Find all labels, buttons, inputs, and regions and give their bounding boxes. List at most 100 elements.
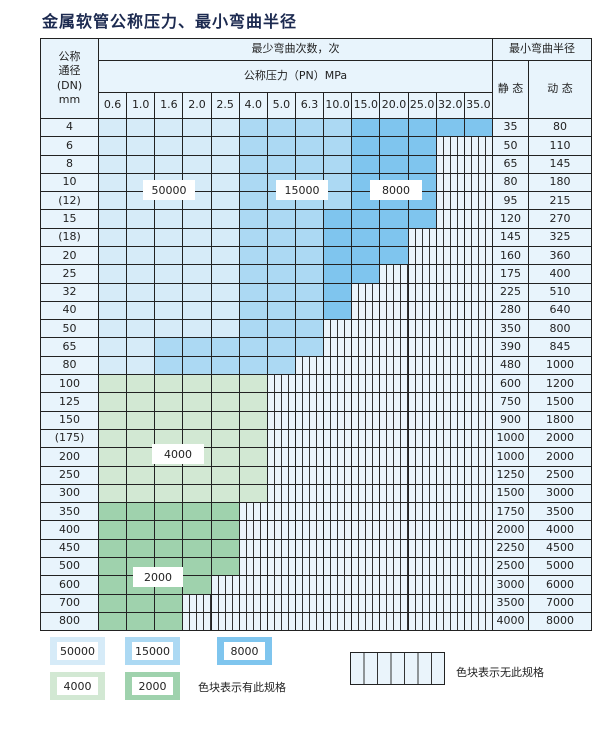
- dynamic-radius-cell: 5000: [528, 556, 592, 577]
- spec-cell-15000: [266, 227, 296, 248]
- spec-cell-50000: [182, 118, 212, 138]
- no-spec-cell: [463, 246, 493, 266]
- no-spec-cell: [435, 355, 465, 376]
- no-spec-cell: [351, 575, 381, 595]
- static-radius-cell: 1750: [492, 502, 529, 522]
- no-spec-cell: [294, 611, 325, 632]
- dn-cell: 450: [40, 538, 99, 558]
- spec-cell-8000: [379, 227, 409, 248]
- no-spec-cell: [351, 593, 381, 613]
- spec-cell-15000: [294, 136, 325, 156]
- static-radius-cell: 600: [492, 374, 529, 394]
- static-radius-cell: 50: [492, 136, 529, 156]
- spec-cell-8000: [379, 154, 409, 174]
- spec-cell-15000: [238, 209, 268, 229]
- static-radius-cell: 2500: [492, 556, 529, 577]
- spec-cell-4000: [238, 392, 268, 412]
- spec-cell-50000: [182, 154, 212, 174]
- no-spec-cell: [407, 502, 437, 522]
- no-spec-cell: [379, 447, 409, 467]
- spec-cell-50000: [98, 154, 128, 174]
- no-spec-cell: [379, 428, 409, 449]
- spec-cell-4000: [126, 410, 156, 430]
- no-spec-cell: [323, 575, 353, 595]
- spec-cell-15000: [294, 118, 325, 138]
- dynamic-radius-cell: 80: [528, 118, 592, 138]
- spec-cell-50000: [210, 118, 240, 138]
- dynamic-radius-cell: 1800: [528, 410, 592, 430]
- dn-cell: 25: [40, 264, 99, 284]
- spec-cell-15000: [238, 337, 268, 357]
- no-spec-cell: [266, 611, 296, 632]
- no-spec-cell: [379, 410, 409, 430]
- spec-cell-50000: [126, 118, 156, 138]
- no-spec-cell: [379, 502, 409, 522]
- dn-cell: 100: [40, 374, 99, 394]
- spec-cell-50000: [98, 246, 128, 266]
- dynamic-radius-cell: 360: [528, 246, 592, 266]
- region-label-2000: 2000: [133, 567, 183, 587]
- spec-cell-4000: [126, 447, 156, 467]
- spec-cell-8000: [379, 136, 409, 156]
- spec-cell-50000: [98, 355, 128, 376]
- static-radius-cell: 175: [492, 264, 529, 284]
- no-spec-cell: [351, 538, 381, 558]
- no-spec-cell: [182, 611, 212, 632]
- spec-cell-15000: [294, 227, 325, 248]
- dn-cell: 40: [40, 300, 99, 321]
- dynamic-radius-cell: 8000: [528, 611, 592, 632]
- spec-cell-2000: [154, 538, 184, 558]
- no-spec-cell: [435, 191, 465, 211]
- spec-cell-8000: [351, 246, 381, 266]
- static-radius-cell: 2000: [492, 520, 529, 540]
- spec-cell-8000: [351, 264, 381, 284]
- spec-cell-2000: [126, 593, 156, 613]
- spec-cell-4000: [98, 465, 128, 485]
- no-spec-cell: [407, 246, 437, 266]
- static-radius-cell: 65: [492, 154, 529, 174]
- no-spec-cell: [266, 447, 296, 467]
- spec-cell-8000: [351, 136, 381, 156]
- spec-cell-4000: [238, 428, 268, 449]
- pressure-column-header: 1.6: [154, 92, 184, 119]
- no-spec-cell: [407, 264, 437, 284]
- spec-cell-4000: [98, 428, 128, 449]
- no-spec-cell: [294, 593, 325, 613]
- spec-cell-50000: [182, 246, 212, 266]
- dynamic-radius-cell: 180: [528, 172, 592, 193]
- spec-cell-15000: [182, 355, 212, 376]
- static-radius-cell: 145: [492, 227, 529, 248]
- no-spec-cell: [435, 392, 465, 412]
- no-spec-cell: [379, 282, 409, 302]
- no-spec-cell: [266, 392, 296, 412]
- spec-cell-50000: [210, 264, 240, 284]
- spec-cell-8000: [435, 118, 465, 138]
- legend-has-spec-text: 色块表示有此规格: [198, 681, 286, 694]
- spec-cell-2000: [98, 556, 128, 577]
- radius-header: 最小弯曲半径: [492, 38, 592, 61]
- spec-cell-15000: [266, 300, 296, 321]
- no-spec-cell: [463, 355, 493, 376]
- dynamic-radius-cell: 1500: [528, 392, 592, 412]
- no-spec-cell: [407, 337, 437, 357]
- spec-cell-15000: [210, 355, 240, 376]
- no-spec-cell: [435, 209, 465, 229]
- no-spec-cell: [294, 392, 325, 412]
- no-spec-cell: [407, 611, 437, 632]
- no-spec-cell: [407, 465, 437, 485]
- page-title: 金属软管公称压力、最小弯曲半径: [42, 12, 298, 31]
- spec-cell-4000: [210, 410, 240, 430]
- spec-cell-50000: [210, 319, 240, 339]
- dn-cell: 4: [40, 118, 99, 138]
- dn-cell: 300: [40, 483, 99, 504]
- no-spec-cell: [323, 538, 353, 558]
- spec-cell-50000: [126, 337, 156, 357]
- spec-cell-50000: [98, 172, 128, 193]
- spec-cell-4000: [182, 392, 212, 412]
- spec-cell-4000: [238, 483, 268, 504]
- spec-cell-15000: [294, 337, 325, 357]
- spec-cell-15000: [154, 337, 184, 357]
- no-spec-cell: [351, 355, 381, 376]
- dn-cell: 15: [40, 209, 99, 229]
- spec-cell-4000: [182, 483, 212, 504]
